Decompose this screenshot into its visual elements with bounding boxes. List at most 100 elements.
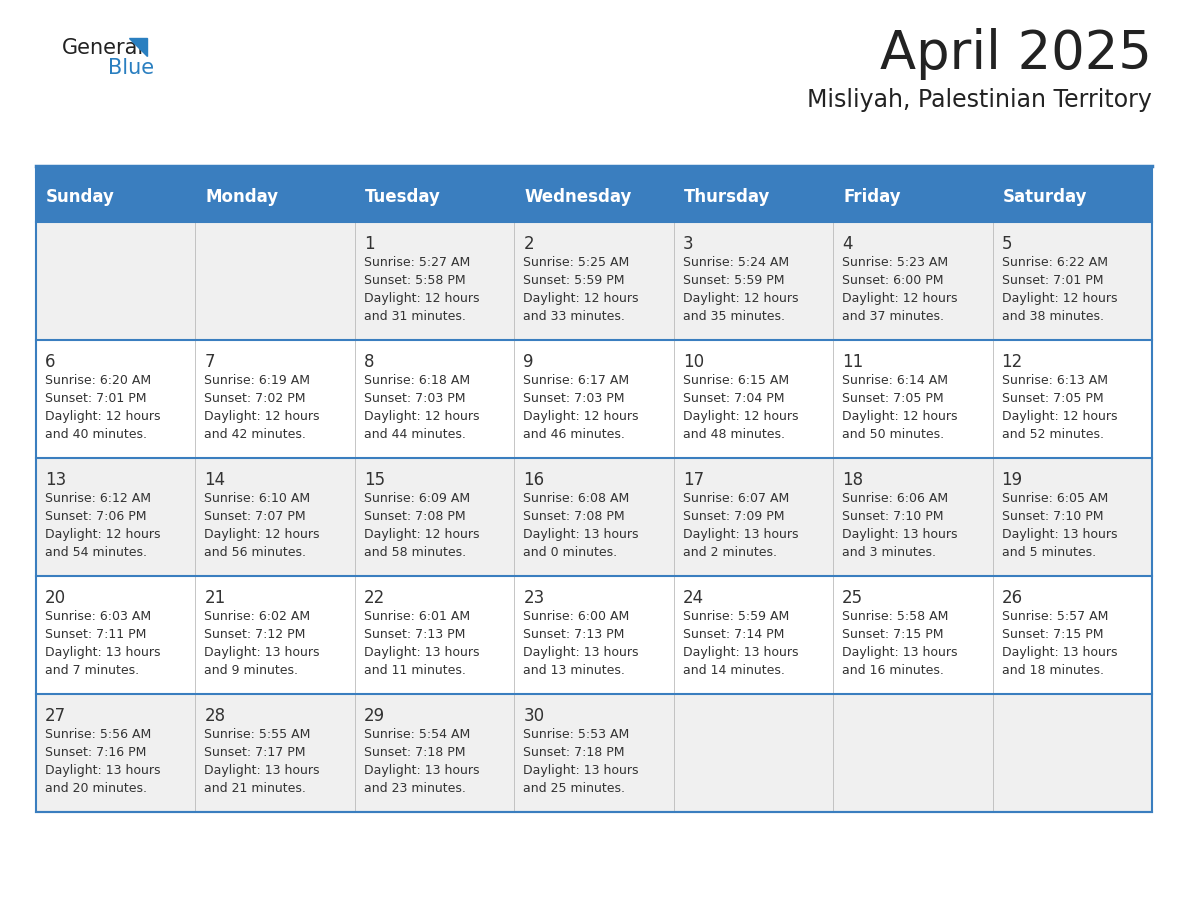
Text: 2: 2 [523, 235, 533, 253]
Text: Daylight: 12 hours: Daylight: 12 hours [204, 410, 320, 423]
Text: and 11 minutes.: and 11 minutes. [364, 664, 466, 677]
Text: Wednesday: Wednesday [524, 188, 632, 206]
Text: 24: 24 [683, 589, 703, 607]
Bar [36, 168, 1152, 222]
Text: and 37 minutes.: and 37 minutes. [842, 310, 944, 323]
Text: Daylight: 12 hours: Daylight: 12 hours [45, 528, 160, 541]
Text: Sunday: Sunday [46, 188, 115, 206]
Text: Daylight: 12 hours: Daylight: 12 hours [842, 292, 958, 305]
Text: Daylight: 12 hours: Daylight: 12 hours [523, 410, 639, 423]
Text: Sunset: 7:13 PM: Sunset: 7:13 PM [364, 628, 466, 641]
Text: Sunrise: 5:55 AM: Sunrise: 5:55 AM [204, 728, 311, 741]
Text: Thursday: Thursday [684, 188, 770, 206]
Text: Sunrise: 5:56 AM: Sunrise: 5:56 AM [45, 728, 151, 741]
Text: Sunset: 7:02 PM: Sunset: 7:02 PM [204, 392, 307, 405]
Text: Sunrise: 5:59 AM: Sunrise: 5:59 AM [683, 610, 789, 623]
Text: 18: 18 [842, 471, 864, 489]
Text: Sunrise: 6:02 AM: Sunrise: 6:02 AM [204, 610, 310, 623]
Text: Saturday: Saturday [1003, 188, 1087, 206]
Text: Daylight: 13 hours: Daylight: 13 hours [204, 764, 320, 777]
Text: Sunset: 7:12 PM: Sunset: 7:12 PM [204, 628, 305, 641]
Text: Sunrise: 5:58 AM: Sunrise: 5:58 AM [842, 610, 948, 623]
Text: Sunset: 7:03 PM: Sunset: 7:03 PM [364, 392, 466, 405]
Text: Daylight: 13 hours: Daylight: 13 hours [364, 646, 479, 659]
Text: and 16 minutes.: and 16 minutes. [842, 664, 944, 677]
Text: Sunset: 7:11 PM: Sunset: 7:11 PM [45, 628, 146, 641]
Text: Sunset: 7:05 PM: Sunset: 7:05 PM [842, 392, 943, 405]
Text: Sunrise: 6:00 AM: Sunrise: 6:00 AM [523, 610, 630, 623]
Text: and 35 minutes.: and 35 minutes. [683, 310, 785, 323]
Text: Sunset: 5:58 PM: Sunset: 5:58 PM [364, 274, 466, 287]
Text: Daylight: 13 hours: Daylight: 13 hours [1001, 646, 1117, 659]
Text: Sunrise: 6:19 AM: Sunrise: 6:19 AM [204, 374, 310, 387]
Text: and 33 minutes.: and 33 minutes. [523, 310, 625, 323]
Text: 6: 6 [45, 353, 56, 371]
Text: Sunset: 7:10 PM: Sunset: 7:10 PM [1001, 510, 1104, 523]
Text: Daylight: 12 hours: Daylight: 12 hours [683, 410, 798, 423]
Text: 22: 22 [364, 589, 385, 607]
Text: Daylight: 12 hours: Daylight: 12 hours [45, 410, 160, 423]
Text: Sunrise: 6:15 AM: Sunrise: 6:15 AM [683, 374, 789, 387]
Text: Sunrise: 5:25 AM: Sunrise: 5:25 AM [523, 256, 630, 269]
Text: and 21 minutes.: and 21 minutes. [204, 782, 307, 795]
Text: and 18 minutes.: and 18 minutes. [1001, 664, 1104, 677]
Text: Daylight: 13 hours: Daylight: 13 hours [523, 646, 639, 659]
Text: and 5 minutes.: and 5 minutes. [1001, 546, 1095, 559]
Text: Sunset: 7:14 PM: Sunset: 7:14 PM [683, 628, 784, 641]
Text: and 38 minutes.: and 38 minutes. [1001, 310, 1104, 323]
Text: Daylight: 12 hours: Daylight: 12 hours [683, 292, 798, 305]
Text: 19: 19 [1001, 471, 1023, 489]
Text: 26: 26 [1001, 589, 1023, 607]
Text: and 3 minutes.: and 3 minutes. [842, 546, 936, 559]
Text: Sunrise: 5:57 AM: Sunrise: 5:57 AM [1001, 610, 1108, 623]
Text: 9: 9 [523, 353, 533, 371]
Text: Sunrise: 6:06 AM: Sunrise: 6:06 AM [842, 492, 948, 505]
Text: and 50 minutes.: and 50 minutes. [842, 428, 944, 441]
Text: Daylight: 13 hours: Daylight: 13 hours [204, 646, 320, 659]
Text: Sunset: 7:16 PM: Sunset: 7:16 PM [45, 746, 146, 759]
Text: Daylight: 12 hours: Daylight: 12 hours [842, 410, 958, 423]
Text: Daylight: 12 hours: Daylight: 12 hours [1001, 410, 1117, 423]
Text: and 13 minutes.: and 13 minutes. [523, 664, 625, 677]
Text: Tuesday: Tuesday [365, 188, 441, 206]
Text: Sunset: 7:01 PM: Sunset: 7:01 PM [1001, 274, 1104, 287]
Text: and 54 minutes.: and 54 minutes. [45, 546, 147, 559]
Text: Sunset: 7:13 PM: Sunset: 7:13 PM [523, 628, 625, 641]
Bar [36, 458, 1152, 576]
Text: Sunrise: 5:53 AM: Sunrise: 5:53 AM [523, 728, 630, 741]
Text: and 2 minutes.: and 2 minutes. [683, 546, 777, 559]
Text: Sunset: 7:18 PM: Sunset: 7:18 PM [364, 746, 466, 759]
Text: and 0 minutes.: and 0 minutes. [523, 546, 618, 559]
Text: Friday: Friday [843, 188, 901, 206]
Text: Sunrise: 6:20 AM: Sunrise: 6:20 AM [45, 374, 151, 387]
Text: Sunset: 7:17 PM: Sunset: 7:17 PM [204, 746, 307, 759]
Text: and 20 minutes.: and 20 minutes. [45, 782, 147, 795]
Text: Sunset: 5:59 PM: Sunset: 5:59 PM [683, 274, 784, 287]
Text: Daylight: 13 hours: Daylight: 13 hours [364, 764, 479, 777]
Text: Misliyah, Palestinian Territory: Misliyah, Palestinian Territory [807, 88, 1152, 112]
Text: 27: 27 [45, 707, 67, 725]
Text: and 7 minutes.: and 7 minutes. [45, 664, 139, 677]
Text: Daylight: 12 hours: Daylight: 12 hours [364, 292, 479, 305]
Text: Sunrise: 6:01 AM: Sunrise: 6:01 AM [364, 610, 470, 623]
Text: Sunrise: 6:17 AM: Sunrise: 6:17 AM [523, 374, 630, 387]
Text: Sunrise: 5:24 AM: Sunrise: 5:24 AM [683, 256, 789, 269]
Text: Sunrise: 5:23 AM: Sunrise: 5:23 AM [842, 256, 948, 269]
Text: and 31 minutes.: and 31 minutes. [364, 310, 466, 323]
Text: 7: 7 [204, 353, 215, 371]
Text: 3: 3 [683, 235, 694, 253]
Text: General: General [62, 38, 144, 58]
Bar [36, 694, 1152, 812]
Text: 10: 10 [683, 353, 703, 371]
Text: Sunset: 7:07 PM: Sunset: 7:07 PM [204, 510, 307, 523]
Text: Sunrise: 6:10 AM: Sunrise: 6:10 AM [204, 492, 310, 505]
Text: Sunset: 7:06 PM: Sunset: 7:06 PM [45, 510, 146, 523]
Text: 16: 16 [523, 471, 544, 489]
Bar [36, 340, 1152, 458]
Text: Sunrise: 6:03 AM: Sunrise: 6:03 AM [45, 610, 151, 623]
Text: Daylight: 13 hours: Daylight: 13 hours [683, 528, 798, 541]
Text: Daylight: 13 hours: Daylight: 13 hours [842, 528, 958, 541]
Text: Daylight: 13 hours: Daylight: 13 hours [45, 764, 160, 777]
Bar [36, 168, 1152, 812]
Text: Sunset: 7:15 PM: Sunset: 7:15 PM [1001, 628, 1104, 641]
